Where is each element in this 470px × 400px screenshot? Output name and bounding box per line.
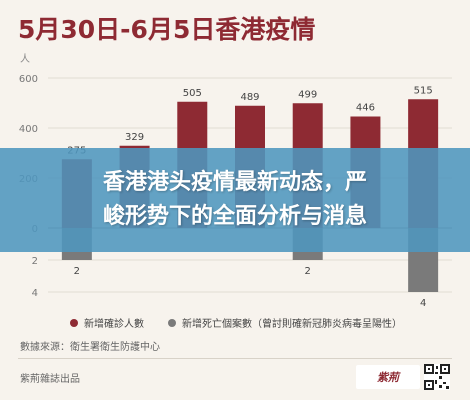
headline-line-2: 峻形势下的全面分析与消息 [102, 204, 367, 229]
data-source: 數據來源：衛生署衛生防護中心 [20, 342, 160, 353]
data-label-deaths: 4 [420, 298, 426, 309]
qr-code-icon [424, 364, 450, 390]
data-label-confirmed: 329 [125, 132, 144, 143]
legend-label-deaths: 新增死亡個案數（曾討則確新冠肺炎病毒呈陽性） [182, 319, 402, 330]
footer-credit: 紫荊雜誌出品 [20, 374, 80, 385]
y-tick-label: 4 [32, 288, 38, 299]
headline-line-1: 香港港头疫情最新动态，严 [102, 170, 367, 195]
y-tick-label: 600 [19, 74, 38, 85]
data-label-confirmed: 505 [183, 88, 202, 99]
chart-legend: 新增確診人數 新增死亡個案數（曾討則確新冠肺炎病毒呈陽性） [70, 315, 426, 330]
y-axis-unit: 人 [20, 54, 30, 65]
headline-text: 香港港头疫情最新动态，严 峻形势下的全面分析与消息 [0, 166, 470, 234]
legend-item-deaths: 新增死亡個案數（曾討則確新冠肺炎病毒呈陽性） [168, 315, 402, 330]
watermark-logo: 紫荊 [356, 365, 420, 389]
footer-divider [18, 358, 452, 359]
legend-dot-deaths [168, 318, 176, 327]
legend-dot-confirmed [70, 318, 78, 327]
data-label-deaths: 2 [74, 266, 80, 277]
chart-title: 5月30日-6月5日香港疫情 [18, 15, 316, 44]
y-tick-label: 2 [32, 256, 38, 267]
logo-text: 紫荊 [377, 371, 399, 384]
y-tick-label: 400 [19, 124, 38, 135]
data-label-deaths: 2 [305, 266, 311, 277]
data-label-confirmed: 489 [240, 92, 259, 103]
legend-item-confirmed: 新增確診人數 [70, 315, 144, 330]
data-label-confirmed: 446 [356, 103, 375, 114]
data-label-confirmed: 499 [298, 89, 317, 100]
data-label-confirmed: 515 [414, 85, 433, 96]
legend-label-confirmed: 新增確診人數 [84, 319, 144, 330]
headline-banner [0, 148, 470, 252]
